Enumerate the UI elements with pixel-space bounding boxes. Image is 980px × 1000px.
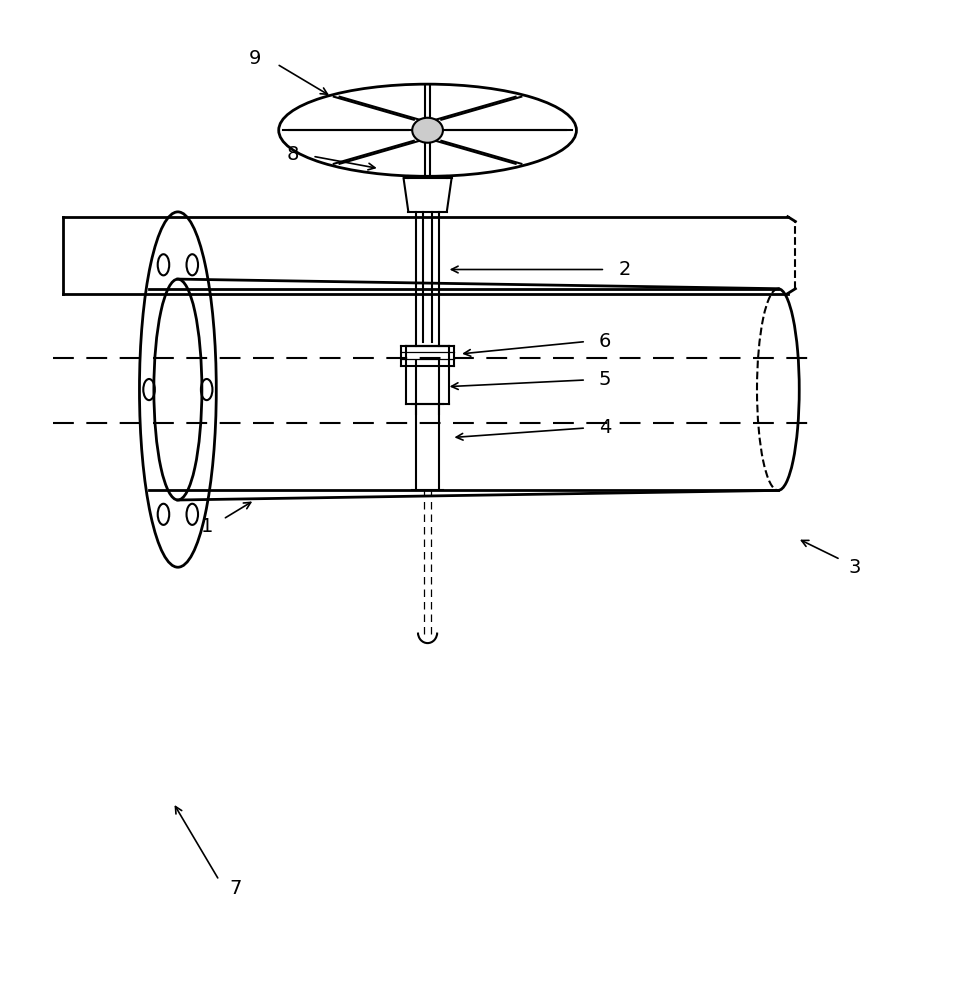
Text: 7: 7: [229, 879, 242, 898]
Text: 1: 1: [201, 517, 213, 536]
Text: 9: 9: [249, 49, 261, 68]
Text: 3: 3: [849, 558, 861, 577]
Text: 6: 6: [599, 332, 612, 351]
Text: 2: 2: [618, 260, 631, 279]
Text: 8: 8: [287, 145, 299, 164]
Text: 4: 4: [599, 418, 612, 437]
Text: 5: 5: [599, 370, 612, 389]
Ellipse shape: [413, 118, 443, 143]
